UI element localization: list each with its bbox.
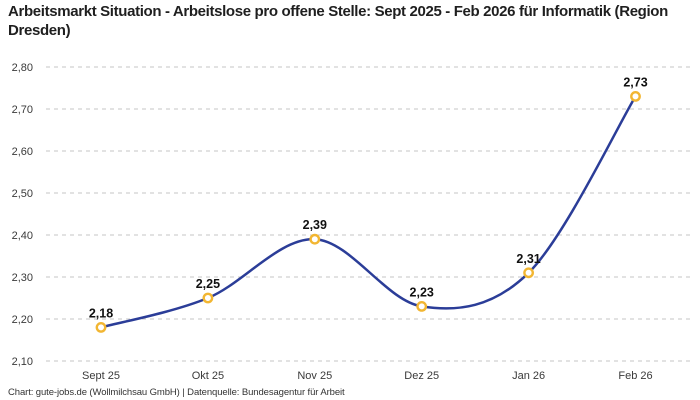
x-axis-tick-label: Dez 25 bbox=[404, 370, 439, 382]
data-point-marker[interactable] bbox=[95, 321, 107, 333]
x-axis-tick-label: Sept 25 bbox=[82, 370, 120, 382]
x-axis-tick-label: Nov 25 bbox=[297, 370, 332, 382]
y-axis-tick-label: 2,80 bbox=[12, 62, 33, 74]
chart-title: Arbeitsmarkt Situation - Arbeitslose pro… bbox=[8, 3, 668, 39]
y-axis-tick-label: 2,50 bbox=[12, 188, 33, 200]
data-point-label: 2,18 bbox=[89, 306, 113, 320]
data-point-label: 2,73 bbox=[623, 75, 647, 89]
data-point-label: 2,23 bbox=[410, 285, 434, 299]
data-point-marker[interactable] bbox=[309, 233, 321, 245]
data-point-marker[interactable] bbox=[416, 300, 428, 312]
y-axis-tick-label: 2,20 bbox=[12, 314, 33, 326]
x-axis-tick-label: Okt 25 bbox=[192, 370, 224, 382]
y-axis-tick-label: 2,10 bbox=[12, 356, 33, 368]
y-axis-tick-label: 2,60 bbox=[12, 146, 33, 158]
y-axis-tick-label: 2,30 bbox=[12, 272, 33, 284]
data-point-label: 2,39 bbox=[303, 218, 327, 232]
data-point-label: 2,25 bbox=[196, 277, 220, 291]
chart-credit: Chart: gute-jobs.de (Wollmilchsau GmbH) … bbox=[8, 387, 345, 398]
data-point-marker[interactable] bbox=[630, 91, 641, 102]
series-line bbox=[99, 95, 637, 329]
data-point-label: 2,31 bbox=[516, 252, 540, 266]
data-point-marker[interactable] bbox=[202, 292, 214, 304]
x-axis-tick-label: Jan 26 bbox=[512, 370, 545, 382]
y-axis-tick-label: 2,40 bbox=[12, 230, 33, 242]
data-point-marker[interactable] bbox=[523, 267, 534, 279]
x-axis-tick-label: Feb 26 bbox=[618, 370, 652, 382]
y-axis-tick-label: 2,70 bbox=[12, 104, 33, 116]
